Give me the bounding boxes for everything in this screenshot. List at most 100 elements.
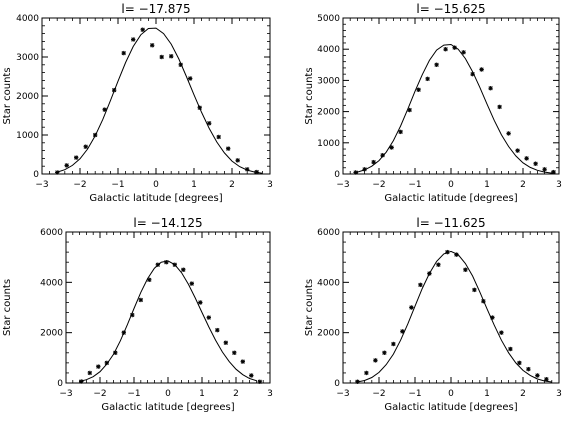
data-point bbox=[64, 163, 69, 168]
y-tick-label: 2000 bbox=[317, 108, 340, 118]
y-axis-label: Star counts bbox=[2, 279, 13, 336]
data-point bbox=[87, 370, 92, 376]
data-point bbox=[189, 281, 194, 286]
data-point bbox=[382, 350, 387, 355]
x-tick-label: 3 bbox=[556, 180, 562, 190]
y-tick-label: 3000 bbox=[317, 76, 340, 86]
data-point bbox=[461, 50, 466, 55]
x-tick-label: 2 bbox=[520, 389, 526, 399]
data-point bbox=[533, 161, 538, 166]
data-point bbox=[159, 54, 164, 60]
data-point bbox=[526, 366, 531, 372]
y-tick-label: 6000 bbox=[40, 228, 63, 238]
y-axis-label: Star counts bbox=[2, 67, 13, 124]
chart-title: l= −15.625 bbox=[416, 2, 485, 16]
data-point bbox=[373, 358, 378, 363]
y-tick-label: 2000 bbox=[40, 329, 63, 339]
data-point bbox=[515, 148, 520, 153]
x-axis-label: Galactic latitude [degrees] bbox=[101, 402, 234, 413]
data-point bbox=[409, 305, 414, 310]
data-point bbox=[544, 377, 549, 382]
data-point bbox=[249, 373, 254, 378]
data-point bbox=[240, 359, 245, 364]
data-point bbox=[416, 87, 421, 92]
y-tick-label: 4000 bbox=[40, 278, 63, 288]
y-tick-label: 4000 bbox=[317, 278, 340, 288]
chart-panel-1: −3 −2 −1 0 1 2 3 0 1000 2000 3000 4000 l= −17.875 Gal… bbox=[2, 2, 273, 204]
x-tick-label: −1 bbox=[408, 389, 421, 399]
x-axis-label: Galactic latitude [degrees] bbox=[384, 193, 517, 204]
data-point bbox=[499, 330, 504, 335]
x-tick-label: −1 bbox=[127, 389, 140, 399]
x-tick-label: 3 bbox=[556, 389, 562, 399]
data-point bbox=[472, 287, 477, 293]
y-tick-label: 0 bbox=[33, 170, 39, 180]
chart-title: l= −17.875 bbox=[121, 2, 190, 16]
plot-frame bbox=[65, 231, 271, 384]
x-tick-label: −1 bbox=[111, 180, 124, 190]
x-tick-label: −2 bbox=[372, 180, 385, 190]
data-point bbox=[206, 315, 211, 320]
data-point bbox=[524, 156, 529, 161]
x-tick-label: 1 bbox=[191, 180, 197, 190]
data-point bbox=[232, 350, 237, 355]
data-point bbox=[488, 86, 493, 91]
data-point bbox=[257, 379, 262, 384]
x-tick-label: −3 bbox=[59, 389, 72, 399]
x-tick-label: 0 bbox=[153, 180, 159, 190]
x-tick-label: 2 bbox=[229, 180, 235, 190]
x-tick-label: −1 bbox=[408, 180, 421, 190]
data-point bbox=[463, 267, 468, 272]
data-point bbox=[235, 158, 240, 163]
data-point bbox=[398, 129, 403, 135]
x-tick-label: 0 bbox=[448, 389, 454, 399]
x-tick-label: 1 bbox=[484, 180, 490, 190]
y-tick-label: 0 bbox=[57, 379, 63, 389]
data-point bbox=[131, 37, 136, 42]
y-tick-label: 2000 bbox=[16, 92, 39, 102]
y-tick-label: 2000 bbox=[317, 329, 340, 339]
data-point bbox=[353, 170, 358, 175]
data-point bbox=[443, 47, 448, 52]
x-tick-label: −2 bbox=[73, 180, 86, 190]
x-tick-label: 3 bbox=[267, 389, 273, 399]
chart-panel-4: −3 −2 −1 0 1 2 3 0 2000 4000 6000 l= −11.625 Galacti… bbox=[304, 216, 562, 413]
data-point bbox=[215, 327, 220, 333]
fit-curve bbox=[79, 260, 257, 382]
x-tick-label: −2 bbox=[372, 389, 385, 399]
y-tick-label: 4000 bbox=[16, 14, 39, 24]
data-point bbox=[74, 155, 79, 160]
data-point bbox=[434, 62, 439, 67]
chart-title: l= −11.625 bbox=[416, 216, 485, 230]
data-point bbox=[223, 340, 228, 345]
data-point bbox=[226, 146, 231, 151]
x-tick-label: 1 bbox=[199, 389, 205, 399]
chart-panel-2: −3 −2 −1 0 1 2 3 0 1000 2000 3000 4000 5000 l= −15.62… bbox=[304, 2, 562, 204]
data-point bbox=[121, 50, 126, 56]
data-point bbox=[188, 76, 193, 81]
data-point bbox=[169, 54, 174, 59]
fit-curve bbox=[357, 250, 552, 383]
y-tick-label: 1000 bbox=[16, 131, 39, 141]
data-point bbox=[517, 360, 522, 366]
data-point bbox=[140, 27, 145, 32]
data-point bbox=[364, 370, 369, 376]
data-point bbox=[207, 121, 212, 126]
data-point bbox=[391, 341, 396, 347]
data-point bbox=[371, 159, 376, 165]
data-point bbox=[150, 43, 155, 48]
x-axis-label: Galactic latitude [degrees] bbox=[89, 193, 222, 204]
plot-frame bbox=[41, 17, 271, 175]
data-point bbox=[198, 300, 203, 305]
x-tick-label: −2 bbox=[93, 389, 106, 399]
y-tick-label: 5000 bbox=[317, 14, 340, 24]
data-point bbox=[506, 131, 511, 136]
x-tick-label: −3 bbox=[336, 389, 349, 399]
x-tick-label: 3 bbox=[267, 180, 273, 190]
y-axis-label: Star counts bbox=[304, 67, 315, 124]
data-point bbox=[216, 134, 221, 140]
chart-panel-3: −3 −2 −1 0 1 2 3 0 2000 4000 6000 l= −14.125 Galacti… bbox=[2, 216, 273, 413]
data-point bbox=[181, 267, 186, 272]
plot-frame bbox=[342, 17, 560, 175]
